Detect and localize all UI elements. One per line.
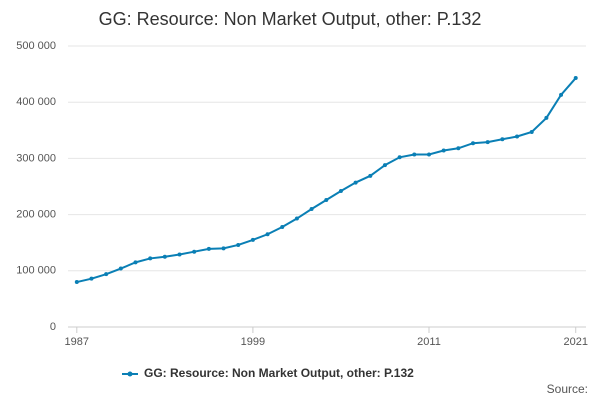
point xyxy=(294,216,299,221)
point xyxy=(133,260,138,265)
y-tick-label: 500 000 xyxy=(16,40,56,52)
point xyxy=(118,266,123,271)
chart-title: GG: Resource: Non Market Output, other: … xyxy=(99,9,482,29)
line xyxy=(76,77,577,284)
x-tick-label: 2011 xyxy=(417,336,441,348)
point xyxy=(221,246,226,251)
point xyxy=(280,224,285,229)
point xyxy=(148,256,153,261)
point xyxy=(544,115,549,120)
point xyxy=(236,242,241,247)
point xyxy=(89,276,94,281)
y-tick-label: 100 000 xyxy=(16,265,56,277)
point xyxy=(529,129,534,134)
point xyxy=(368,173,373,178)
point xyxy=(250,237,255,242)
point xyxy=(559,92,564,97)
point xyxy=(397,155,402,160)
point xyxy=(485,140,490,145)
point xyxy=(104,272,109,277)
point xyxy=(338,188,343,193)
point xyxy=(515,134,520,139)
x-tick-label: 1999 xyxy=(241,336,265,348)
point xyxy=(192,249,197,254)
point xyxy=(177,252,182,257)
point xyxy=(426,152,431,157)
point xyxy=(441,148,446,153)
point xyxy=(309,206,314,211)
point xyxy=(412,152,417,157)
point xyxy=(265,232,270,237)
point xyxy=(382,163,387,168)
point xyxy=(353,180,358,185)
point xyxy=(324,197,329,202)
legend-label: GG: Resource: Non Market Output, other: … xyxy=(144,366,414,380)
point xyxy=(74,280,79,285)
y-tick-label: 400 000 xyxy=(16,96,56,108)
point xyxy=(206,246,211,251)
y-tick-label: 200 000 xyxy=(16,209,56,221)
y-tick-label: 0 xyxy=(50,321,56,333)
point xyxy=(471,141,476,146)
y-tick-label: 300 000 xyxy=(16,152,56,164)
point xyxy=(456,146,461,151)
point xyxy=(573,76,578,81)
point xyxy=(500,137,505,142)
source: Source: xyxy=(547,382,588,396)
x-tick-label: 2021 xyxy=(563,336,587,348)
legend-marker xyxy=(127,371,133,377)
x-tick-label: 1987 xyxy=(65,336,89,348)
point xyxy=(162,254,167,259)
